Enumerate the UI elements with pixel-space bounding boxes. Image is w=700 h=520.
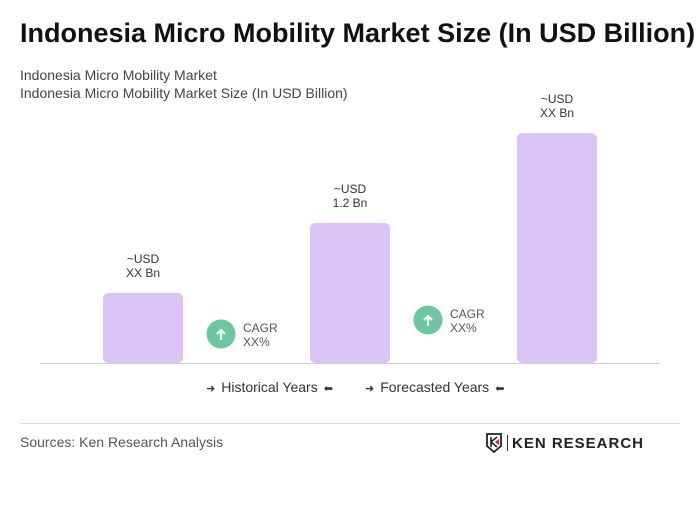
cagr-value: XX% (450, 321, 477, 335)
legend-forecasted-label: Forecasted Years (380, 379, 490, 395)
cagr-label: CAGR (450, 307, 485, 321)
x-axis-line (40, 363, 660, 364)
data-label: XX Bn (126, 266, 160, 280)
logo-divider (507, 435, 508, 451)
ken-research-logo: KEN RESEARCH (486, 433, 644, 453)
footer-divider (20, 423, 680, 424)
logo-text: KEN RESEARCH (512, 434, 645, 452)
legend-historical-label: Historical Years (221, 379, 318, 395)
data-label: ~USD (541, 92, 574, 106)
bar (310, 223, 390, 363)
data-label: XX Bn (540, 106, 574, 120)
cagr-value: XX% (243, 335, 270, 349)
subtitle-secondary: Indonesia Micro Mobility Market Size (In… (20, 85, 348, 101)
logo-mark-icon (486, 433, 502, 453)
data-label: 1.2 Bn (333, 196, 368, 210)
data-label: ~USD (127, 252, 160, 266)
legend-historical: ➜ Historical Years ⬅ (206, 379, 333, 395)
data-label: ~USD (334, 182, 367, 196)
bar (103, 293, 183, 363)
legend-forecasted: ➜ Forecasted Years ⬅ (365, 379, 505, 395)
sources: Sources: Ken Research Analysis (20, 434, 224, 450)
page-title: Indonesia Micro Mobility Market Size (In… (20, 18, 696, 48)
subtitle: Indonesia Micro Mobility Market (20, 67, 217, 83)
cagr-label: CAGR (243, 321, 278, 335)
bar (517, 133, 597, 363)
